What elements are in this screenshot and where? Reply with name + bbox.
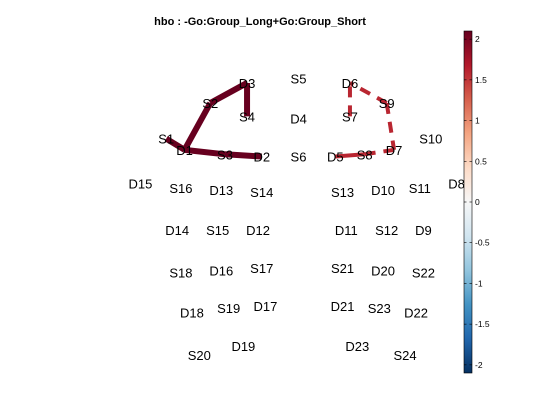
optode-label-d4: D4 bbox=[290, 112, 307, 127]
link-layer bbox=[166, 83, 394, 157]
optode-label-d9: D9 bbox=[415, 223, 432, 238]
optode-label-d16: D16 bbox=[209, 263, 233, 278]
optode-label-d18: D18 bbox=[180, 306, 204, 321]
optode-label-s8: S8 bbox=[357, 147, 373, 162]
optode-label-s2: S2 bbox=[202, 96, 218, 111]
optode-label-s3: S3 bbox=[217, 147, 233, 162]
optode-label-s6: S6 bbox=[291, 150, 307, 165]
optode-label-d23: D23 bbox=[345, 339, 369, 354]
colorbar-tick-label: 1 bbox=[475, 116, 480, 126]
optode-label-s16: S16 bbox=[169, 181, 192, 196]
optode-label-d22: D22 bbox=[404, 306, 428, 321]
colorbar-tick-label: -0.5 bbox=[475, 238, 490, 248]
colorbar: -2 -1.5 -1 -0.5 0 0.5 1 1.5 2 bbox=[464, 31, 490, 373]
colorbar-tick-label: 0 bbox=[475, 197, 480, 207]
optode-label-s17: S17 bbox=[250, 261, 273, 276]
optode-label-d2: D2 bbox=[253, 150, 270, 165]
optode-label-d14: D14 bbox=[165, 223, 189, 238]
optode-label-d6: D6 bbox=[342, 76, 359, 91]
optode-label-s15: S15 bbox=[206, 223, 229, 238]
optode-label-d10: D10 bbox=[371, 183, 395, 198]
optode-label-s10: S10 bbox=[419, 132, 442, 147]
optode-label-s13: S13 bbox=[331, 185, 354, 200]
colorbar-tick-label: 2 bbox=[475, 34, 480, 44]
optode-label-s5: S5 bbox=[291, 71, 307, 86]
colorbar-tick-label: -2 bbox=[475, 360, 483, 370]
optode-label-s19: S19 bbox=[217, 301, 240, 316]
optode-label-d13: D13 bbox=[209, 183, 233, 198]
optode-label-s23: S23 bbox=[368, 301, 391, 316]
optode-label-s14: S14 bbox=[250, 185, 273, 200]
optode-label-d19: D19 bbox=[231, 339, 255, 354]
optode-label-d8: D8 bbox=[448, 176, 465, 191]
optode-label-d7: D7 bbox=[386, 143, 403, 158]
colorbar-tick-label: 1.5 bbox=[475, 75, 487, 85]
colorbar-tick-label: 0.5 bbox=[475, 156, 487, 166]
optode-label-s11: S11 bbox=[409, 181, 431, 196]
optode-label-d5: D5 bbox=[327, 150, 344, 165]
optode-label-s1: S1 bbox=[158, 132, 174, 147]
optode-label-d17: D17 bbox=[253, 299, 277, 314]
optode-label-s20: S20 bbox=[188, 348, 211, 363]
optode-label-s24: S24 bbox=[394, 348, 417, 363]
optode-label-s21: S21 bbox=[331, 261, 354, 276]
optode-label-d1: D1 bbox=[176, 143, 193, 158]
optode-label-d21: D21 bbox=[331, 299, 355, 314]
optode-label-s9: S9 bbox=[379, 96, 395, 111]
optode-label-d20: D20 bbox=[371, 263, 395, 278]
optode-label-s4: S4 bbox=[239, 109, 255, 124]
chart-title: hbo : -Go:Group_Long+Go:Group_Short bbox=[154, 16, 366, 28]
colorbar-tick-label: -1 bbox=[475, 278, 483, 288]
optode-label-s18: S18 bbox=[169, 265, 192, 280]
optode-label-d12: D12 bbox=[246, 223, 270, 238]
optode-label-s22: S22 bbox=[412, 265, 435, 280]
optode-label-s7: S7 bbox=[342, 109, 358, 124]
optode-label-d3: D3 bbox=[239, 76, 256, 91]
optode-label-d11: D11 bbox=[335, 223, 358, 238]
colorbar-tick-label: -1.5 bbox=[475, 319, 490, 329]
optode-label-d15: D15 bbox=[129, 176, 153, 191]
optode-label-s12: S12 bbox=[375, 223, 398, 238]
